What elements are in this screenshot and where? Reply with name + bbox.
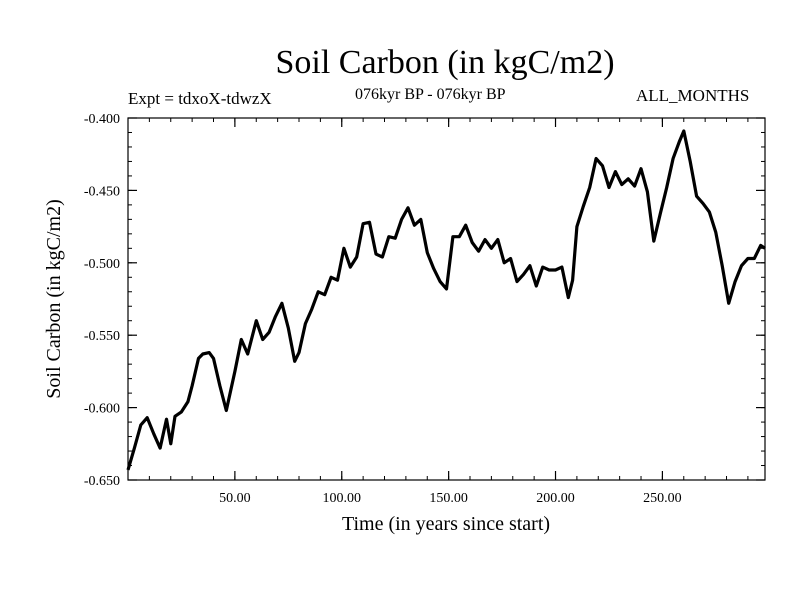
- experiment-label: Expt = tdxoX-tdwzX: [128, 89, 272, 108]
- x-tick-label: 250.00: [643, 491, 682, 506]
- x-tick-label: 50.00: [219, 491, 251, 506]
- y-tick-label: -0.550: [84, 329, 120, 344]
- tick-labels: 50.00 100.00 150.00 200.00 250.00 -0.400 -0.45…: [84, 112, 682, 506]
- y-tick-label: -0.650: [84, 474, 120, 489]
- plot-frame: [127, 117, 766, 481]
- y-tick-label: -0.600: [84, 402, 120, 417]
- series-line: [126, 129, 766, 471]
- months-label: ALL_MONTHS: [636, 86, 750, 105]
- x-tick-label: 100.00: [323, 491, 362, 506]
- chart-title: Soil Carbon (in kgC/m2): [275, 44, 615, 81]
- y-tick-label: -0.450: [84, 184, 120, 199]
- y-tick-label: -0.500: [84, 257, 120, 272]
- y-tick-label: -0.400: [84, 112, 120, 127]
- x-axis-label: Time (in years since start): [342, 513, 550, 535]
- x-tick-label: 150.00: [429, 491, 468, 506]
- x-tick-label: 200.00: [536, 491, 575, 506]
- period-label: 076kyr BP - 076kyr BP: [355, 86, 506, 103]
- y-axis-label: Soil Carbon (in kgC/m2): [43, 199, 65, 398]
